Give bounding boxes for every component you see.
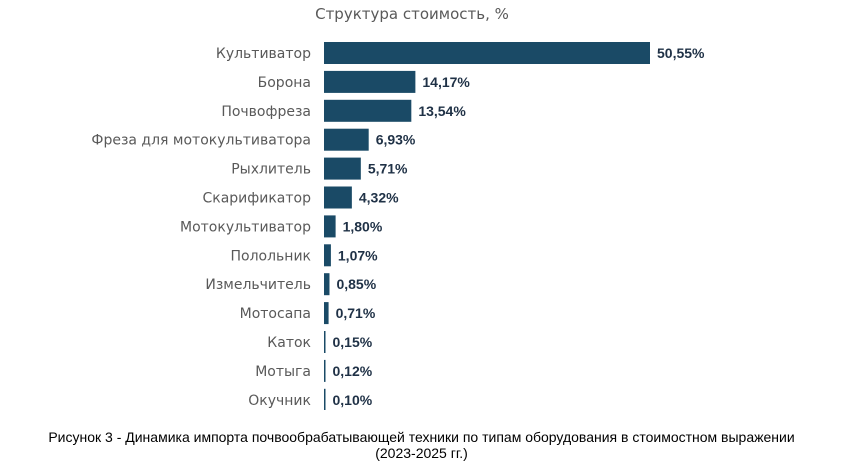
value-label: 50,55% xyxy=(657,45,705,61)
value-label: 6,93% xyxy=(376,132,416,148)
category-label: Мотосапа xyxy=(240,306,311,322)
figure-caption: Рисунок 3 - Динамика импорта почвообраба… xyxy=(0,429,843,461)
value-label: 1,80% xyxy=(343,218,383,234)
category-label: Рыхлитель xyxy=(231,162,311,178)
bar xyxy=(324,42,650,64)
category-label: Фреза для мотокультиватора xyxy=(91,133,311,149)
bar xyxy=(324,215,336,238)
value-label: 0,71% xyxy=(336,305,376,321)
bar xyxy=(324,70,416,93)
bar xyxy=(324,302,329,325)
bar xyxy=(324,331,326,353)
category-label: Окучник xyxy=(248,393,311,409)
value-label: 0,15% xyxy=(333,334,373,350)
bar xyxy=(324,244,331,267)
bar xyxy=(324,186,352,209)
caption-line-2: (2023-2025 гг.) xyxy=(375,445,468,461)
value-label: 13,54% xyxy=(418,103,466,119)
bar-chart: Структура стоимость, % Культиватор 50,55%… xyxy=(91,5,705,410)
value-label: 14,17% xyxy=(422,74,470,90)
bars-group: Культиватор 50,55% Борона 14,17% Почвофреза 1… xyxy=(91,42,705,410)
bar xyxy=(324,273,330,296)
value-label: 0,12% xyxy=(333,363,373,379)
category-label: Измельчитель xyxy=(205,277,311,293)
value-label: 1,07% xyxy=(338,247,378,263)
category-label: Полольник xyxy=(230,248,311,264)
category-label: Мотыга xyxy=(255,364,311,380)
category-label: Каток xyxy=(267,335,311,351)
chart-title: Структура стоимость, % xyxy=(315,5,509,23)
category-label: Мотокультиватор xyxy=(180,219,311,235)
bar xyxy=(324,359,326,382)
bar xyxy=(324,388,326,410)
bar xyxy=(324,99,412,122)
category-label: Борона xyxy=(258,75,311,91)
value-label: 0,10% xyxy=(333,392,373,408)
bar xyxy=(324,128,369,151)
value-label: 4,32% xyxy=(359,190,399,206)
value-label: 5,71% xyxy=(368,161,408,177)
bar xyxy=(324,157,361,180)
category-label: Скарификатор xyxy=(202,191,311,207)
caption-line-1: Рисунок 3 - Динамика импорта почвообраба… xyxy=(48,429,795,445)
category-label: Почвофреза xyxy=(221,104,311,120)
value-label: 0,85% xyxy=(336,276,376,292)
category-label: Культиватор xyxy=(216,46,311,62)
